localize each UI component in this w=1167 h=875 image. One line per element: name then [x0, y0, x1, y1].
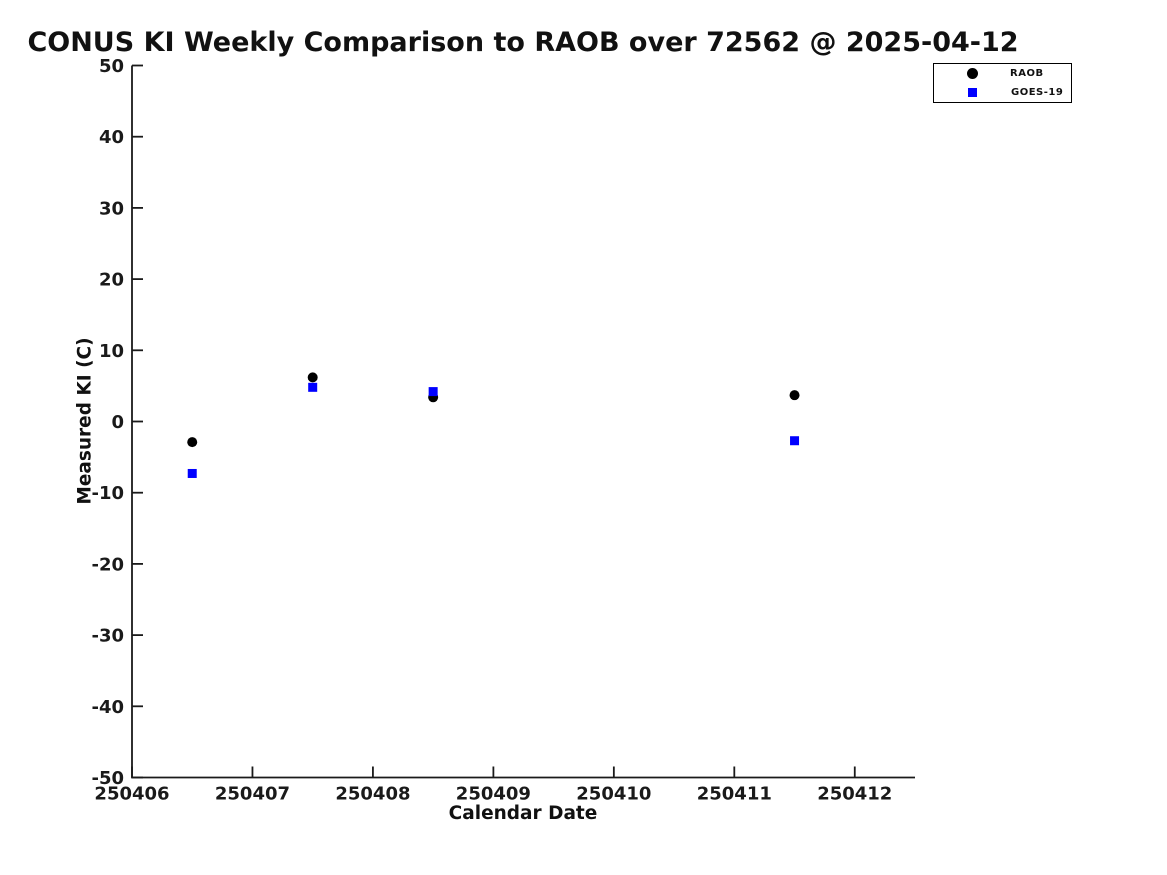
legend-item-goes-19: GOES-19: [934, 84, 1071, 101]
data-point-goes-19: [790, 436, 800, 446]
legend-label-raob: RAOB: [1010, 68, 1044, 80]
x-tick-label: 250407: [215, 784, 290, 805]
y-tick-label: 30: [99, 198, 124, 219]
y-tick-label: 20: [99, 270, 124, 291]
y-axis-label: Measured KI (C): [74, 337, 96, 505]
data-point-raob: [789, 390, 800, 401]
goes-19-marker-icon: [968, 87, 977, 97]
y-tick-label: -10: [91, 483, 124, 504]
y-tick-label: -30: [91, 626, 124, 647]
x-tick-label: 250409: [456, 784, 531, 805]
legend-label-goes-19: GOES-19: [1011, 86, 1064, 98]
x-tick-label: 250406: [94, 784, 169, 805]
data-point-raob: [307, 372, 318, 383]
data-point-goes-19: [308, 382, 318, 392]
x-tick-label: 250408: [335, 784, 410, 805]
y-tick-label: 40: [99, 127, 124, 148]
raob-marker-icon: [967, 68, 978, 80]
x-tick-label: 250411: [697, 784, 772, 805]
legend-item-raob: RAOB: [934, 65, 1071, 82]
x-tick-label: 250412: [817, 784, 892, 805]
data-point-goes-19: [428, 387, 438, 397]
x-tick-label: 250410: [576, 784, 651, 805]
legend: RAOB GOES-19: [933, 63, 1072, 103]
y-tick-label: 0: [111, 412, 124, 433]
y-tick-label: 10: [99, 341, 124, 362]
y-tick-label: -40: [91, 697, 124, 718]
y-tick-label: -20: [91, 554, 124, 575]
y-tick-label: 50: [99, 56, 124, 77]
y-tick-label: -50: [91, 768, 124, 789]
data-point-raob: [187, 437, 198, 448]
data-point-goes-19: [187, 468, 197, 478]
x-axis-label: Calendar Date: [448, 803, 598, 824]
chart-title: CONUS KI Weekly Comparison to RAOB over …: [27, 27, 1019, 58]
